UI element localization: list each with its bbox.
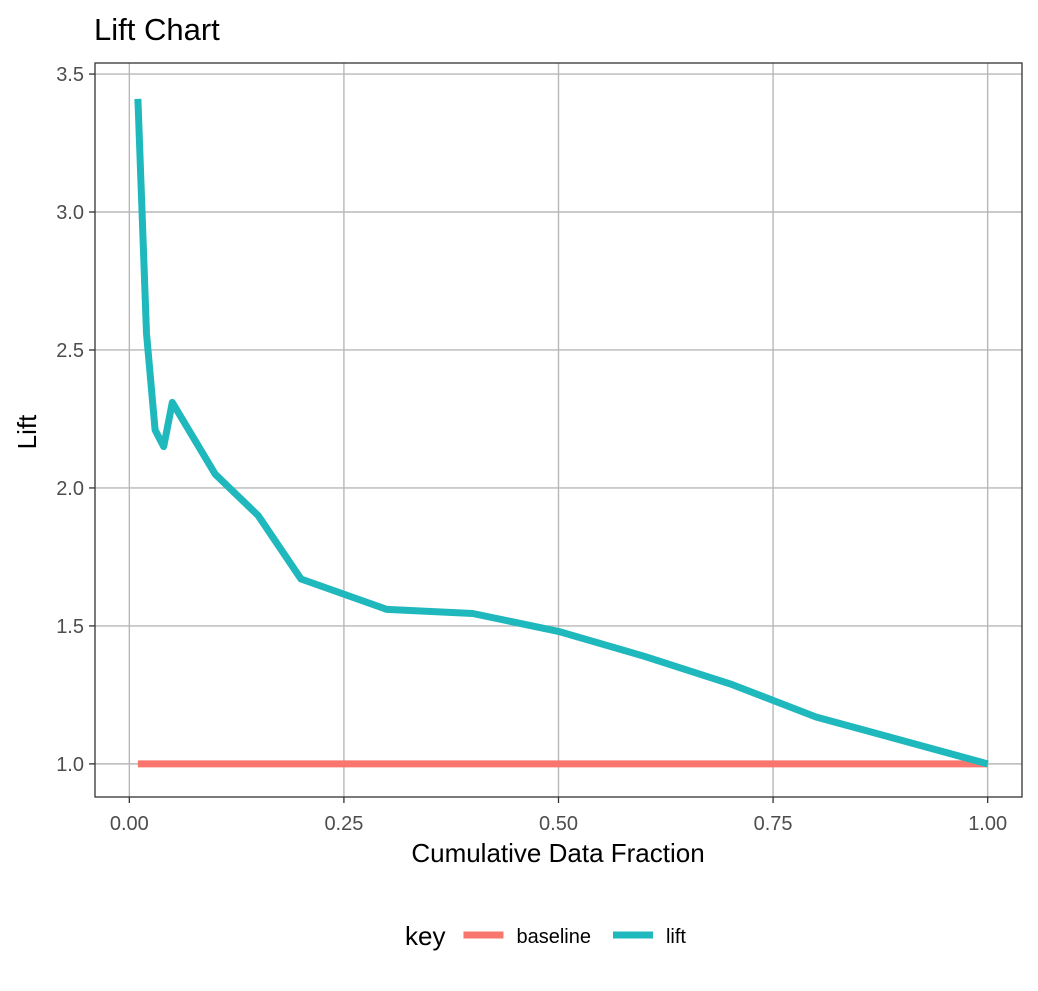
y-tick-label: 3.0 <box>56 202 84 224</box>
series-line-lift <box>134 98 989 768</box>
y-tick-label: 1.5 <box>56 616 84 638</box>
legend-title: key <box>405 921 445 951</box>
y-tick-label: 3.5 <box>56 64 84 86</box>
legend-label-baseline: baseline <box>516 926 591 948</box>
y-tick-label: 2.5 <box>56 340 84 362</box>
y-tick-label: 2.0 <box>56 478 84 500</box>
legend-items: baseline lift <box>463 926 686 948</box>
x-tick-label: 0.25 <box>324 813 363 835</box>
x-axis-label: Cumulative Data Fraction <box>411 838 704 868</box>
legend-label-lift: lift <box>666 926 686 948</box>
axes: 0.00 0.25 0.50 0.75 1.00 1.0 1.5 2.0 2.5 3.0 3.5 <box>56 64 1007 835</box>
x-tick-label: 1.00 <box>968 813 1007 835</box>
legend: key baseline lift <box>405 921 686 951</box>
grid <box>95 63 1022 797</box>
x-tick-label: 0.00 <box>110 813 149 835</box>
x-tick-label: 0.75 <box>754 813 793 835</box>
series-lines <box>134 98 989 768</box>
x-tick-label: 0.50 <box>539 813 578 835</box>
y-tick-label: 1.0 <box>56 754 84 776</box>
chart-title: Lift Chart <box>94 12 220 47</box>
y-axis-label: Lift <box>12 414 42 449</box>
